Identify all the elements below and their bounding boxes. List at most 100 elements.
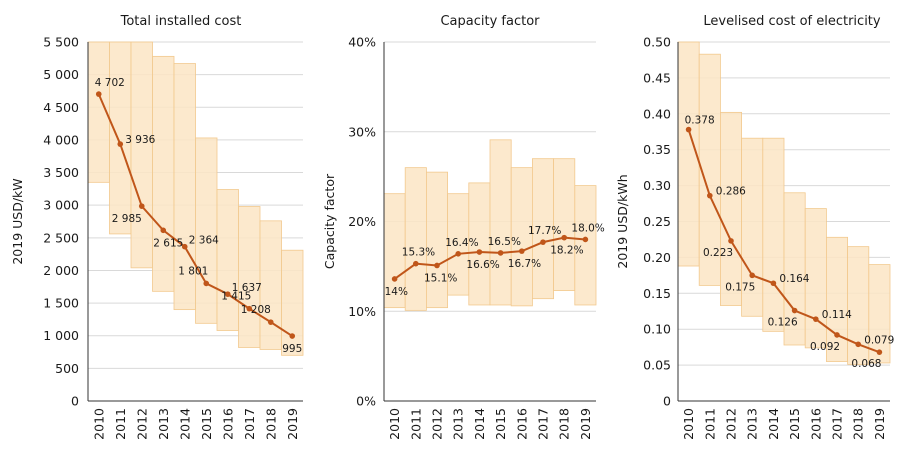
series-line	[687, 129, 880, 354]
x-tick-label: 2014	[177, 408, 192, 440]
y-tick-label: 3 000	[43, 198, 79, 213]
y-axis-label: 2019 USD/kWh	[615, 174, 630, 268]
data-point	[224, 291, 231, 297]
x-tick-label: 2014	[472, 408, 487, 440]
data-point	[855, 341, 861, 348]
data-label: 1 637	[232, 282, 262, 294]
x-tick-label: 2015	[493, 408, 508, 440]
data-point	[455, 251, 462, 257]
data-point	[413, 260, 419, 267]
range-band	[574, 185, 597, 306]
panel-total-installed-cost: Total installed cost 2019 USD/kW 0 500 1 000…	[10, 14, 304, 440]
x-tick-label: 2016	[808, 408, 823, 440]
data-label: 0.164	[779, 273, 809, 285]
data-point	[391, 276, 398, 282]
x-tick-label: 2019	[872, 408, 887, 440]
y-tick-label: 40%	[348, 35, 376, 50]
data-point	[117, 141, 124, 147]
y-tick-label: 2 000	[43, 263, 79, 278]
data-point	[813, 316, 819, 322]
y-axis-label: Capacity factor	[322, 173, 337, 269]
range-band	[489, 139, 512, 306]
data-label: 0.175	[725, 281, 755, 293]
panel-capacity-factor: Capacity factor Capacity factor 0% 10% 20% 30…	[322, 14, 605, 440]
data-label: 2 364	[189, 235, 219, 247]
x-tick-label: 2014	[766, 408, 781, 440]
data-label: 16.7%	[508, 258, 541, 270]
data-point	[561, 234, 567, 241]
data-point	[582, 236, 589, 243]
data-label: 0.079	[864, 334, 894, 346]
data-point	[834, 332, 840, 338]
data-label: 15.3%	[402, 247, 435, 259]
y-tick-label: 0	[71, 394, 79, 409]
x-tick-label: 2012	[134, 408, 149, 440]
series-line	[97, 93, 293, 337]
range-band	[281, 249, 304, 356]
data-label: 16.5%	[488, 236, 521, 248]
data-label: 995	[282, 343, 302, 355]
data-point	[160, 227, 167, 234]
x-tick-label: 2019	[578, 408, 593, 440]
data-point	[476, 249, 483, 255]
y-tick-label: 5 000	[43, 67, 79, 82]
x-tick-label: 2017	[536, 408, 551, 440]
range-band	[130, 41, 153, 269]
data-point	[138, 203, 145, 209]
range-band	[762, 137, 785, 332]
y-tick-label: 0.35	[643, 142, 671, 157]
data-label: 0.114	[822, 309, 852, 321]
data-label: 0.092	[810, 341, 840, 353]
data-point	[728, 238, 734, 244]
data-point	[95, 91, 102, 97]
series-line	[394, 236, 586, 280]
x-tick-label: 2018	[557, 408, 572, 440]
y-tick-label: 10%	[348, 304, 376, 319]
data-label: 2 985	[112, 213, 142, 225]
range-band	[238, 206, 261, 348]
x-tick-label: 2017	[242, 408, 257, 440]
x-tick-label: 2015	[787, 408, 802, 440]
range-band	[195, 137, 218, 324]
x-tick-label: 2016	[514, 408, 529, 440]
x-tick-label: 2011	[702, 408, 717, 440]
data-label: 14%	[385, 286, 408, 298]
x-tick-label: 2010	[387, 408, 402, 440]
y-tick-label: 0.25	[643, 214, 671, 229]
data-label: 18.2%	[550, 245, 583, 257]
y-tick-label: 4 000	[43, 132, 79, 147]
data-label: 0.068	[851, 358, 881, 370]
range-band	[216, 189, 239, 331]
data-point	[267, 319, 274, 325]
x-tick-label: 2018	[851, 408, 866, 440]
data-point	[181, 243, 188, 250]
x-tick-label: 2010	[91, 408, 106, 440]
x-tick-label: 2012	[724, 408, 739, 440]
data-point	[749, 272, 755, 279]
x-tick-label: 2013	[451, 408, 466, 440]
y-tick-label: 2 500	[43, 230, 79, 245]
data-label: 15.1%	[424, 272, 457, 284]
data-label: 17.7%	[528, 225, 561, 237]
y-tick-label: 0.10	[643, 322, 671, 337]
y-tick-label: 0	[663, 394, 671, 409]
range-band	[404, 167, 427, 311]
data-label: 18.0%	[571, 222, 604, 234]
data-point	[540, 239, 546, 245]
y-tick-label: 30%	[348, 124, 376, 139]
data-label: 1 415	[221, 291, 251, 303]
data-point	[876, 349, 883, 355]
x-tick-label: 2011	[408, 408, 423, 440]
range-band	[152, 55, 175, 292]
x-tick-label: 2012	[430, 408, 445, 440]
y-tick-label: 3 500	[43, 165, 79, 180]
data-point	[246, 305, 253, 312]
y-tick-label: 0.05	[643, 358, 671, 373]
data-label: 16.6%	[466, 259, 499, 271]
panel-levelised-cost: Levelised cost of electricity 2019 USD/kW…	[615, 14, 894, 440]
data-label: 0.223	[703, 247, 733, 259]
data-label: 16.4%	[445, 237, 478, 249]
y-tick-label: 0.20	[643, 250, 671, 265]
data-point	[289, 333, 296, 339]
